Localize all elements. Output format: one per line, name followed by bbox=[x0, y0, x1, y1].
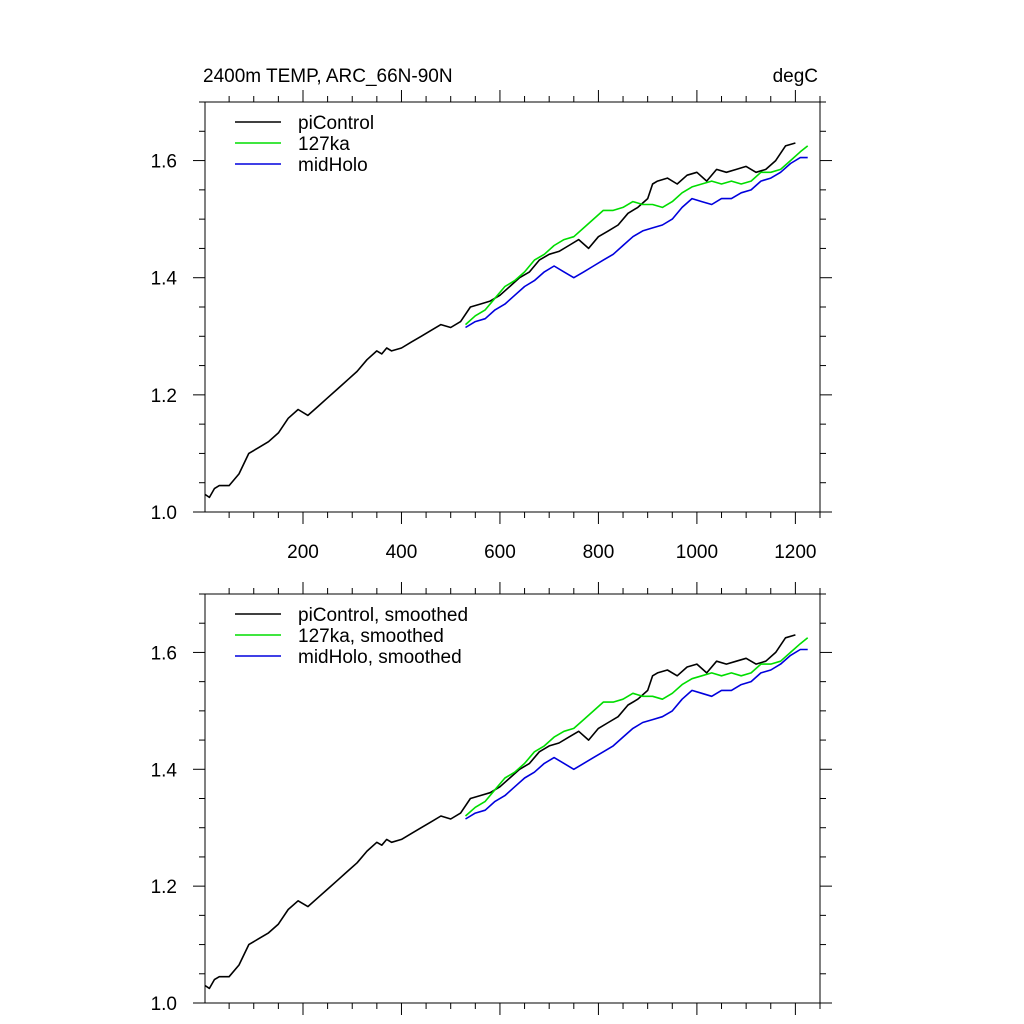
y-tick-label: 1.2 bbox=[151, 386, 177, 407]
units-label: degC bbox=[773, 66, 818, 87]
chart-title: 2400m TEMP, ARC_66N-90N bbox=[203, 66, 453, 87]
series-line-picontrol bbox=[204, 142, 796, 499]
legend-label: midHolo bbox=[298, 155, 368, 176]
x-tick-label: 1000 bbox=[676, 542, 718, 563]
x-tick-label: 600 bbox=[484, 542, 516, 563]
y-tick-label: 1.4 bbox=[151, 269, 178, 290]
x-tick-label: 400 bbox=[386, 542, 418, 563]
legend-label: midHolo, smoothed bbox=[298, 647, 462, 668]
y-tick-label: 1.0 bbox=[151, 503, 177, 524]
legend-label: 127ka bbox=[298, 134, 350, 155]
y-tick-label: 1.6 bbox=[151, 643, 177, 664]
plot-panel-1: 1.0 1.2 1.4 1.6 200 400 600 800 1000 1200 2400m TE… bbox=[151, 66, 832, 563]
series-line-127ka bbox=[464, 145, 809, 326]
legend-label: piControl, smoothed bbox=[298, 605, 468, 626]
x-tick-label: 1200 bbox=[774, 542, 816, 563]
series-line-midholo bbox=[465, 156, 808, 329]
series-line-picontrol-smoothed bbox=[204, 634, 796, 990]
y-tick-label: 1.0 bbox=[151, 994, 177, 1015]
y-tick-label: 1.6 bbox=[151, 152, 177, 173]
x-tick-label: 200 bbox=[287, 542, 319, 563]
legend-label: 127ka, smoothed bbox=[298, 626, 444, 647]
y-tick-label: 1.2 bbox=[151, 877, 177, 898]
x-tick-label: 800 bbox=[583, 542, 615, 563]
y-tick-label: 1.4 bbox=[151, 760, 178, 781]
series-line-midholo-smoothed bbox=[465, 648, 808, 820]
series-line-127ka-smoothed bbox=[464, 637, 809, 817]
legend-label: piControl bbox=[298, 113, 374, 134]
